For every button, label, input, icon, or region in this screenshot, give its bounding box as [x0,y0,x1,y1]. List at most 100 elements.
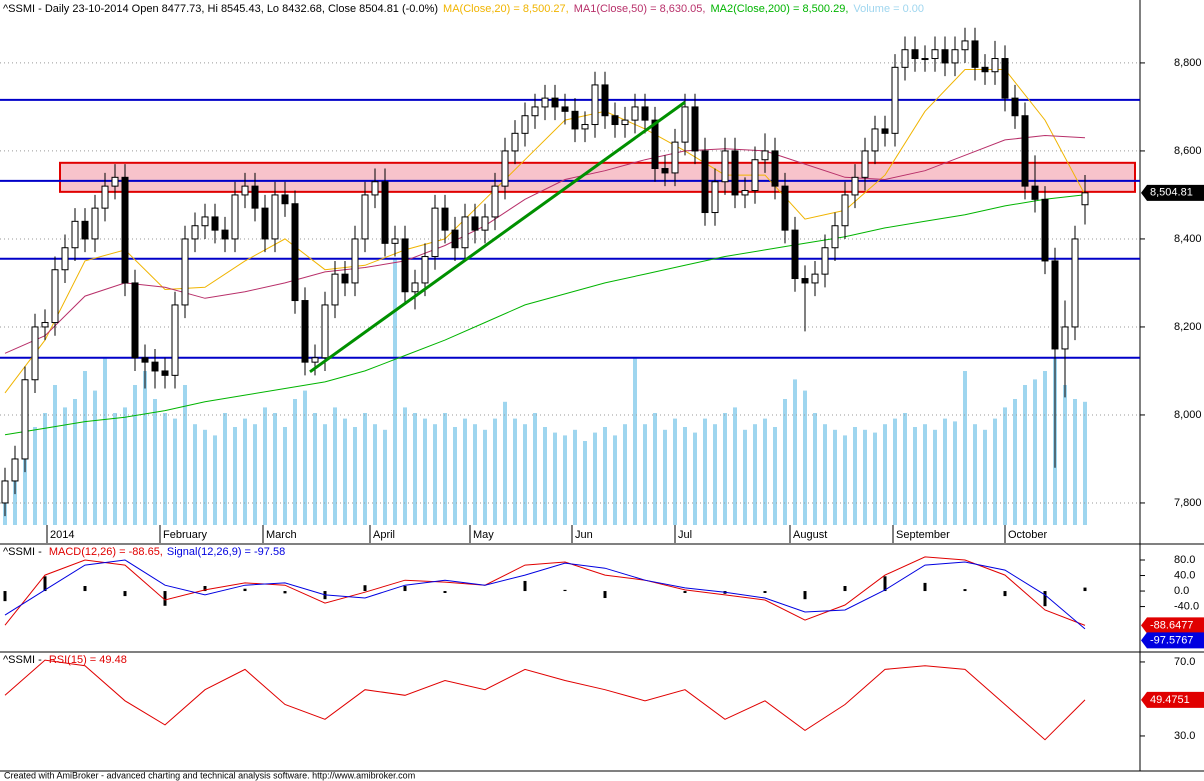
volume-bar [293,399,297,525]
volume-bar [323,424,327,525]
volume-bar [693,432,697,525]
candle-body [771,150,779,187]
y-tick-label: 70.0 [1174,656,1195,668]
candle-body [241,185,249,196]
volume-bar [133,385,137,525]
volume-bar [1023,385,1027,525]
y-tick-label: 8,800 [1174,57,1202,69]
candle-body [351,238,359,284]
volume-bar [263,407,267,525]
legend-entry: MA1(Close,50) = 8,630.05, [574,3,706,15]
volume-bar [803,390,807,525]
volume-bar [143,371,147,525]
volume-bar [813,413,817,525]
candle-body [111,176,119,187]
candle-body [41,322,49,328]
candle-body [411,282,419,293]
legend-entry: RSI(15) = 49.48 [49,654,127,666]
volume-bar [343,418,347,525]
candle-body [431,207,439,258]
histogram-bar [163,591,167,606]
panel-title: ^SSMI - RSI(15) = 49.48 [3,654,127,666]
candle-body [291,203,299,302]
candle-body [601,84,609,117]
volume-bar [173,418,177,525]
candle-body [211,216,219,231]
histogram-bar [523,580,527,592]
volume-bar [1033,379,1037,525]
histogram-bar [563,589,567,592]
candle-body [61,247,69,271]
candle-body [831,225,839,249]
candle-body [221,229,229,240]
candle-body [301,300,309,363]
panel-title-prefix: ^SSMI - [3,546,45,558]
candle-body [801,278,809,284]
y-tick-label: -40.0 [1174,600,1199,612]
volume-bar [543,427,547,525]
candle-body [631,106,639,121]
candle-body [171,304,179,376]
candle-body [141,357,149,363]
value-box [1141,632,1204,649]
volume-bar [513,418,517,525]
candle-body [471,216,479,231]
candle-body [311,357,319,363]
candle-body [1011,97,1019,117]
histogram-bar [403,585,407,592]
candle-body [461,216,469,249]
chart-title: ^SSMI - Daily 23-10-2014 Open 8477.73, H… [3,3,438,15]
histogram-bar [43,576,47,592]
candle-body [1021,115,1029,187]
candle-body [531,106,539,117]
volume-bar [983,429,987,525]
candle-body [671,141,679,174]
volume-bar [313,413,317,525]
volume-bar [923,424,927,525]
volume-bar [933,429,937,525]
volume-bar [713,424,717,525]
volume-bar [533,413,537,525]
volume-bar [883,424,887,525]
y-tick-label: 30.0 [1174,730,1195,742]
volume-bar [473,424,477,525]
y-tick-label: 0.0 [1174,585,1189,597]
candle-body [781,185,789,231]
candle-body [191,225,199,240]
volume-bar [373,424,377,525]
volume-bar [793,379,797,525]
candle-body [821,247,829,275]
candle-body [381,181,389,244]
candle-body [1061,326,1069,350]
x-tick-label: March [266,529,297,541]
candle-body [871,128,879,152]
volume-bar [273,413,277,525]
histogram-bar [763,591,767,593]
candle-body [691,106,699,152]
x-tick-label: February [163,529,208,541]
candle-body [151,361,159,372]
volume-bar [633,357,637,525]
histogram-bar [1083,587,1087,592]
volume-bar [113,413,117,525]
candle-body [651,119,659,170]
volume-bar [1073,399,1077,525]
value-box [1141,184,1204,201]
footer: Created with AmiBroker - advanced charti… [4,770,415,780]
volume-bar [433,424,437,525]
candle-body [981,66,989,73]
candle-body [661,168,669,174]
candle-body [891,66,899,134]
candle-body [721,150,729,183]
candle-body [341,273,349,284]
candle-body [971,40,979,68]
candle-body [711,181,719,214]
candle-body [681,106,689,143]
y-tick-label: 40.0 [1174,569,1195,581]
legend-entry: MA2(Close,200) = 8,500.29, [710,3,848,15]
volume-bar [993,418,997,525]
candle-body [481,216,489,231]
volume-bar [493,418,497,525]
volume-bar [783,399,787,525]
candle-body [161,370,169,376]
